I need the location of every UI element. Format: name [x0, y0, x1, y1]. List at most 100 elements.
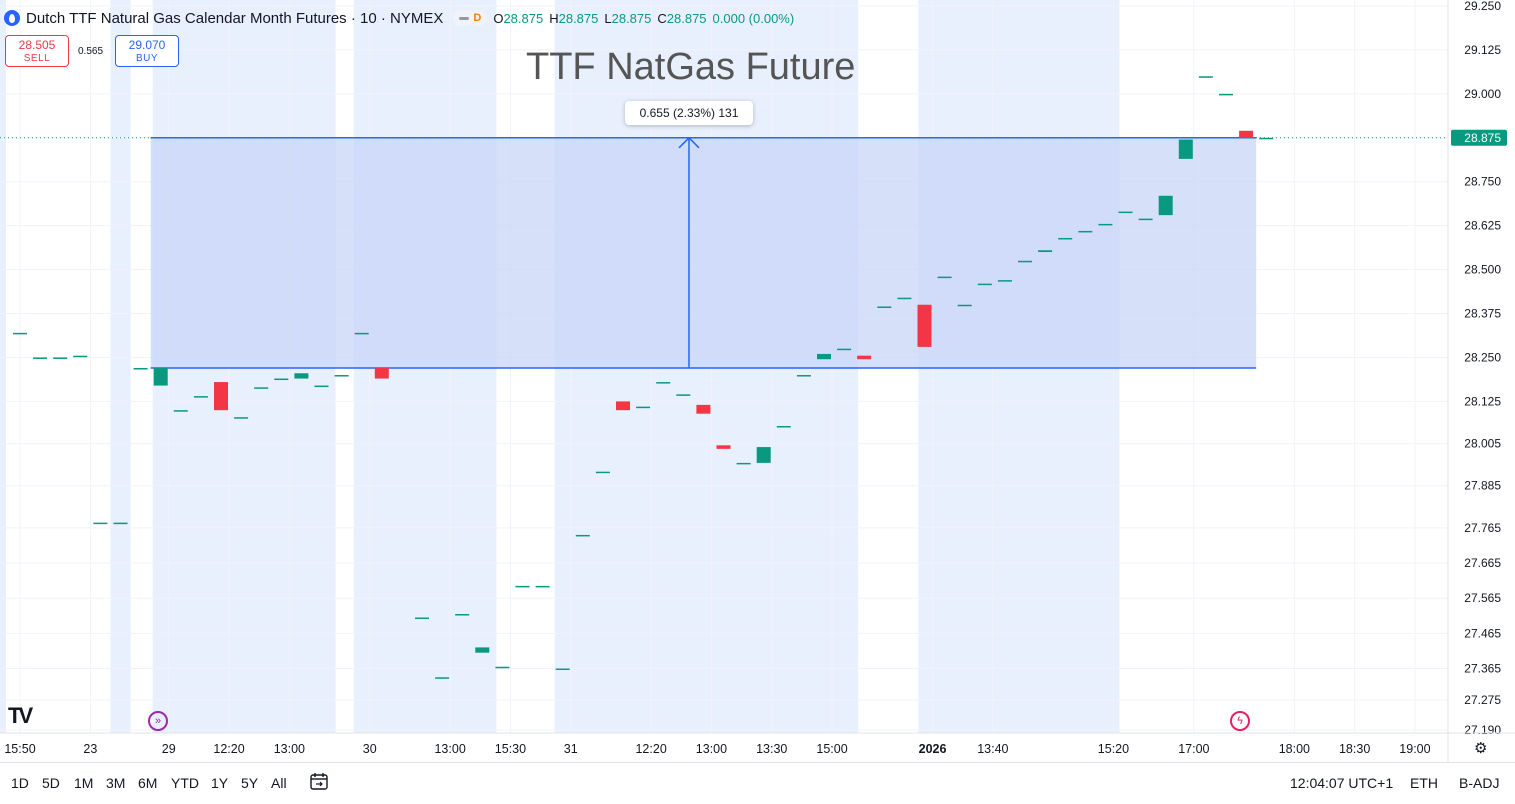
candle [1058, 237, 1073, 240]
delayed-badge: D [473, 12, 482, 24]
buy-price: 29.070 [128, 38, 166, 52]
ohlc-key: C [657, 10, 667, 26]
range-1d[interactable]: 1D [11, 775, 29, 791]
price-tick-label: 27.365 [1464, 661, 1501, 675]
candle [736, 462, 751, 465]
time-tick-label: 19:00 [1399, 742, 1430, 756]
price-tick-label: 28.625 [1464, 219, 1501, 233]
range-6m[interactable]: 6M [138, 775, 158, 791]
market-closed-icon [459, 16, 470, 20]
last-price-label: 28.875 [1464, 131, 1501, 145]
candle [415, 617, 429, 620]
candle [857, 355, 872, 360]
time-tick-label: 13:00 [434, 742, 465, 756]
range-all[interactable]: All [271, 775, 287, 791]
sell-label: SELL [23, 53, 51, 64]
range-1y[interactable]: 1Y [211, 775, 229, 791]
ohlc-key: O [493, 10, 504, 26]
candle [475, 647, 490, 653]
range-5d[interactable]: 5D [42, 775, 60, 791]
symbol-name[interactable]: Dutch TTF Natural Gas Calendar Month Fut… [26, 9, 444, 27]
candle [756, 447, 771, 463]
scroll-to-realtime-icon[interactable]: » [148, 711, 168, 731]
price-tick-label: 27.190 [1464, 723, 1501, 737]
measure-area [150, 137, 1257, 368]
measure-label: 0.655 (2.33%) 131 [625, 101, 753, 125]
status-pill[interactable]: D [453, 10, 488, 26]
candle [214, 382, 228, 411]
change-value: 0.000 (0.00%) [712, 10, 795, 26]
candle [696, 404, 711, 414]
range-ytd[interactable]: YTD [171, 775, 199, 791]
candle [1219, 93, 1233, 96]
candle [133, 368, 148, 370]
time-tick-label: 2026 [919, 742, 947, 756]
time-tick-label: 12:20 [213, 742, 244, 756]
price-tick-label: 27.275 [1464, 693, 1501, 707]
buy-button[interactable]: 29.070 BUY [115, 35, 179, 67]
tradingview-logo[interactable]: TV [8, 703, 33, 728]
price-chart[interactable]: 29.250 29.125 29.000 28.750 28.625 28.500 28.3… [0, 0, 1515, 762]
candle [817, 353, 831, 360]
price-tick-label: 27.765 [1464, 521, 1501, 535]
calendar-goto-icon[interactable] [308, 772, 330, 792]
price-tick-label: 29.250 [1464, 0, 1501, 13]
time-tick-label: 13:40 [977, 742, 1008, 756]
price-tick-label: 29.000 [1464, 87, 1501, 101]
candle [937, 276, 952, 279]
clock-time[interactable]: 12:04:07 UTC+1 [1290, 775, 1394, 791]
bottom-toolbar: 1D 5D 1M 3M 6M YTD 1Y 5Y All 12:04:07 UT… [0, 762, 1515, 804]
candle [1178, 139, 1193, 159]
candle [274, 378, 289, 381]
candle [1138, 218, 1153, 221]
chart-title-text[interactable]: TTF NatGas Future [526, 46, 856, 88]
session-band [0, 0, 6, 733]
adjustment-toggle[interactable]: B-ADJ [1459, 775, 1500, 791]
candle [837, 348, 852, 351]
range-5y[interactable]: 5Y [241, 775, 259, 791]
session-band [110, 0, 131, 733]
range-3m[interactable]: 3M [106, 775, 126, 791]
candle [435, 677, 450, 679]
time-tick-label: 13:30 [756, 742, 787, 756]
candle [53, 357, 68, 359]
candle [575, 534, 590, 537]
candle [535, 585, 550, 588]
range-1m[interactable]: 1M [74, 775, 94, 791]
price-tick-label: 28.750 [1464, 175, 1501, 189]
time-tick-label: 30 [363, 742, 377, 756]
candle [1118, 211, 1133, 214]
time-tick-label: 18:00 [1279, 742, 1310, 756]
candle [1078, 230, 1093, 233]
price-tick-label: 28.005 [1464, 437, 1501, 451]
last-price-tag [1451, 129, 1507, 146]
candle [515, 585, 530, 588]
candle [1098, 223, 1113, 226]
candle [716, 445, 731, 449]
candle [997, 280, 1012, 282]
candle [977, 283, 992, 286]
flame-icon [4, 10, 20, 26]
price-tick-label: 28.250 [1464, 350, 1501, 364]
candle [294, 373, 309, 379]
candle [254, 387, 269, 389]
time-tick-label: 17:00 [1178, 742, 1209, 756]
ohlc-value: 28.875 [558, 10, 599, 26]
gear-icon[interactable]: ⚙ [1474, 740, 1488, 757]
buy-label: BUY [135, 53, 159, 64]
price-tick-label: 28.125 [1464, 394, 1501, 408]
candle [334, 375, 349, 377]
time-tick-label: 29 [162, 742, 176, 756]
ohlc-value: 28.875 [666, 10, 707, 26]
ohlc-value: 28.875 [503, 10, 544, 26]
candle [595, 471, 610, 474]
sell-button[interactable]: 28.505 SELL [5, 35, 69, 67]
candle [676, 394, 691, 396]
time-tick-label: 15:50 [4, 742, 35, 756]
time-tick-label: 18:30 [1339, 742, 1370, 756]
symbol-legend: Dutch TTF Natural Gas Calendar Month Fut… [4, 8, 794, 28]
session-toggle[interactable]: ETH [1410, 775, 1438, 791]
candle [33, 357, 48, 359]
lightning-icon[interactable]: ϟ [1230, 711, 1250, 731]
